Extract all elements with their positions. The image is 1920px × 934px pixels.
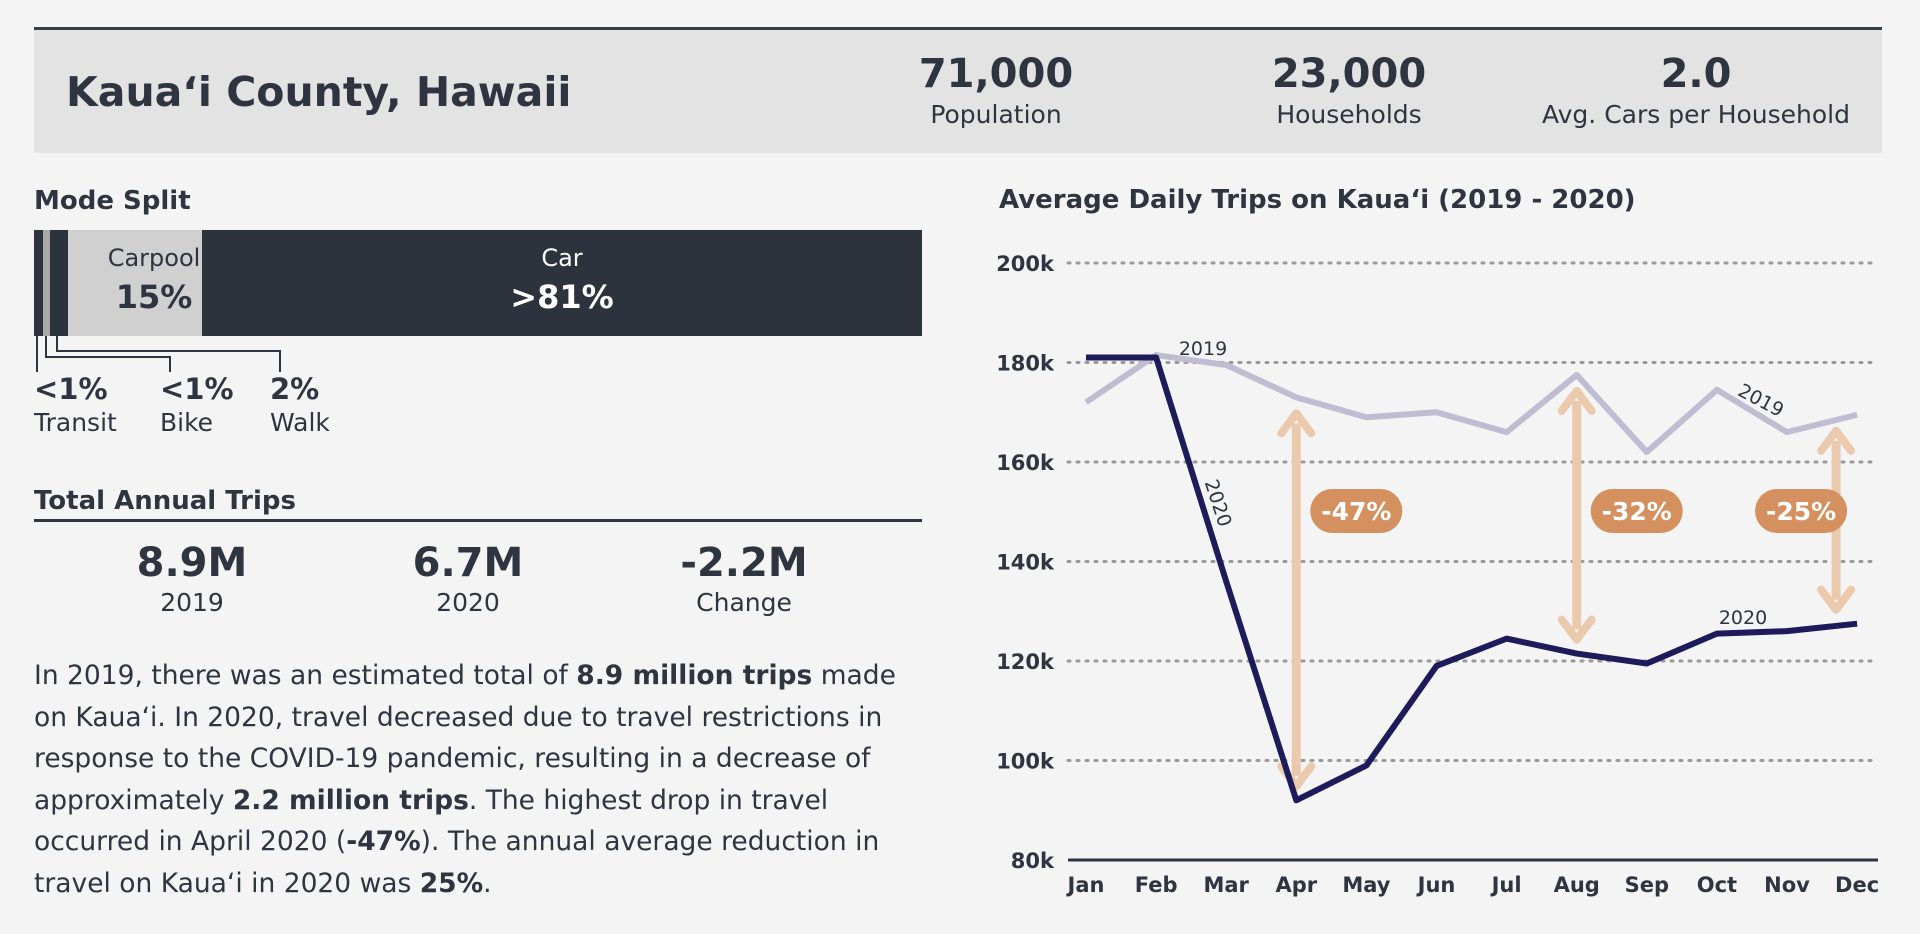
cars-per-household-value: 2.0 [1660, 51, 1732, 97]
annual-change-stat: -2.2M Change [634, 540, 854, 617]
x-tick-label: Nov [1764, 873, 1810, 897]
x-tick-label: Mar [1203, 873, 1249, 897]
series-2020-label: 2020 [1719, 607, 1767, 629]
summary-text: ). The annual average reduction in trave… [34, 826, 880, 899]
chart-title: Average Daily Trips on Kaua‘i (2019 - 20… [999, 185, 1636, 215]
bike-leader-h [45, 356, 171, 358]
arrow-head-down [1557, 615, 1596, 644]
change-badge [1590, 489, 1683, 533]
y-tick-label: 140k [996, 551, 1055, 575]
summary-bold: 8.9 million trips [576, 660, 813, 691]
x-tick-label: Jan [1066, 873, 1105, 897]
change-badge [1310, 489, 1403, 533]
carpool-name: Carpool [107, 244, 201, 272]
x-tick-label: Apr [1275, 873, 1317, 897]
summary-bold: 25% [419, 867, 484, 899]
car-value: >81% [510, 278, 614, 316]
cars-per-household-stat: 2.0 Avg. Cars per Household [1516, 52, 1876, 129]
mode-split-bar: Carpool 15% Car >81% [34, 230, 922, 336]
bike-name: Bike [160, 408, 214, 437]
bike-label: <1% Bike [160, 372, 234, 437]
top-rule [34, 27, 1882, 30]
trips-line-chart: 80k 100k 120k 140k 160k 180k 200k Jan Feb Mar Apr M… [996, 252, 1880, 897]
summary-text: made on Kaua‘i. In 2020, travel decrease… [34, 660, 896, 816]
carpool-segment [68, 230, 202, 336]
x-tick-label: May [1342, 873, 1390, 897]
households-value: 23,000 [1271, 51, 1427, 97]
bike-value: <1% [160, 372, 234, 406]
x-tick-label: Sep [1625, 873, 1669, 897]
walk-label: 2% Walk [270, 372, 330, 437]
change-badge-label: -25% [1766, 497, 1836, 526]
change-badge-label: -32% [1602, 497, 1672, 526]
cars-per-household-label: Avg. Cars per Household [1542, 100, 1850, 129]
y-tick-label: 160k [996, 451, 1055, 475]
summary-bold: -47% [346, 826, 421, 857]
x-tick-label: Feb [1135, 873, 1178, 897]
x-tick-label: Jul [1490, 873, 1522, 897]
bike-leader-v1 [45, 336, 47, 358]
walk-leader-v1 [56, 336, 58, 352]
population-label: Population [930, 100, 1062, 129]
arrow-head-up [1277, 409, 1316, 438]
county-title: Kaua‘i County, Hawaii [66, 68, 572, 116]
walk-leader-v2 [279, 350, 281, 372]
transit-name: Transit [34, 408, 117, 437]
y-tick-label: 100k [996, 750, 1055, 774]
carpool-value: 15% [115, 278, 193, 316]
x-tick-label: Aug [1554, 873, 1600, 897]
walk-value: 2% [270, 372, 320, 406]
arrow-head-up [1817, 426, 1856, 455]
y-tick-label: 120k [996, 650, 1055, 674]
arrow-head-down [1817, 585, 1856, 614]
car-name: Car [541, 244, 583, 272]
summary-text: . [483, 867, 492, 899]
annual-2019-value: 8.9M [136, 540, 248, 586]
bike-leader-v2 [169, 356, 171, 372]
population-stat: 71,000 Population [886, 52, 1106, 129]
annual-change-value: -2.2M [680, 540, 808, 586]
annual-change-label: Change [696, 588, 792, 617]
annual-2019-label: 2019 [160, 588, 224, 617]
transit-value: <1% [34, 372, 108, 406]
annual-2020-stat: 6.7M 2020 [358, 540, 578, 617]
mode-split-title: Mode Split [34, 186, 191, 216]
summary-paragraph: In 2019, there was an estimated total of… [34, 655, 934, 904]
transit-leader [36, 336, 38, 372]
change-badge-label: -47% [1321, 497, 1391, 526]
households-stat: 23,000 Households [1229, 52, 1469, 129]
series-2020-line [1086, 354, 1858, 804]
bike-segment [43, 230, 50, 336]
walk-leader-h [56, 350, 281, 352]
arrow-head-up [1557, 386, 1596, 415]
change-badge [1755, 489, 1848, 533]
series-2019-label: 2019 [1179, 338, 1227, 360]
x-tick-label: Oct [1697, 873, 1737, 897]
summary-bold: 2.2 million trips [232, 784, 469, 816]
carpool-label: Carpool 15% [86, 244, 222, 316]
population-value: 71,000 [918, 51, 1074, 97]
y-tick-label: 80k [1011, 849, 1055, 873]
annual-2020-label: 2020 [436, 588, 500, 617]
summary-text: In 2019, there was an estimated total of [34, 660, 577, 691]
transit-label: <1% Transit [34, 372, 117, 437]
summary-text: . The highest drop in travel occurred in… [34, 784, 829, 858]
car-label: Car >81% [202, 244, 922, 316]
x-tick-label: Dec [1835, 873, 1879, 897]
annual-trips-rule [34, 519, 922, 522]
series-2019-line [1084, 352, 1858, 456]
annual-trips-title: Total Annual Trips [34, 486, 296, 516]
x-tick-label: Jun [1416, 873, 1456, 897]
walk-name: Walk [270, 408, 330, 437]
y-tick-label: 180k [996, 352, 1055, 376]
annual-2019-stat: 8.9M 2019 [82, 540, 302, 617]
annual-2020-value: 6.7M [412, 540, 524, 586]
households-label: Households [1276, 100, 1422, 129]
header-banner: Kaua‘i County, Hawaii 71,000 Population … [34, 30, 1882, 153]
y-tick-label: 200k [996, 252, 1055, 276]
